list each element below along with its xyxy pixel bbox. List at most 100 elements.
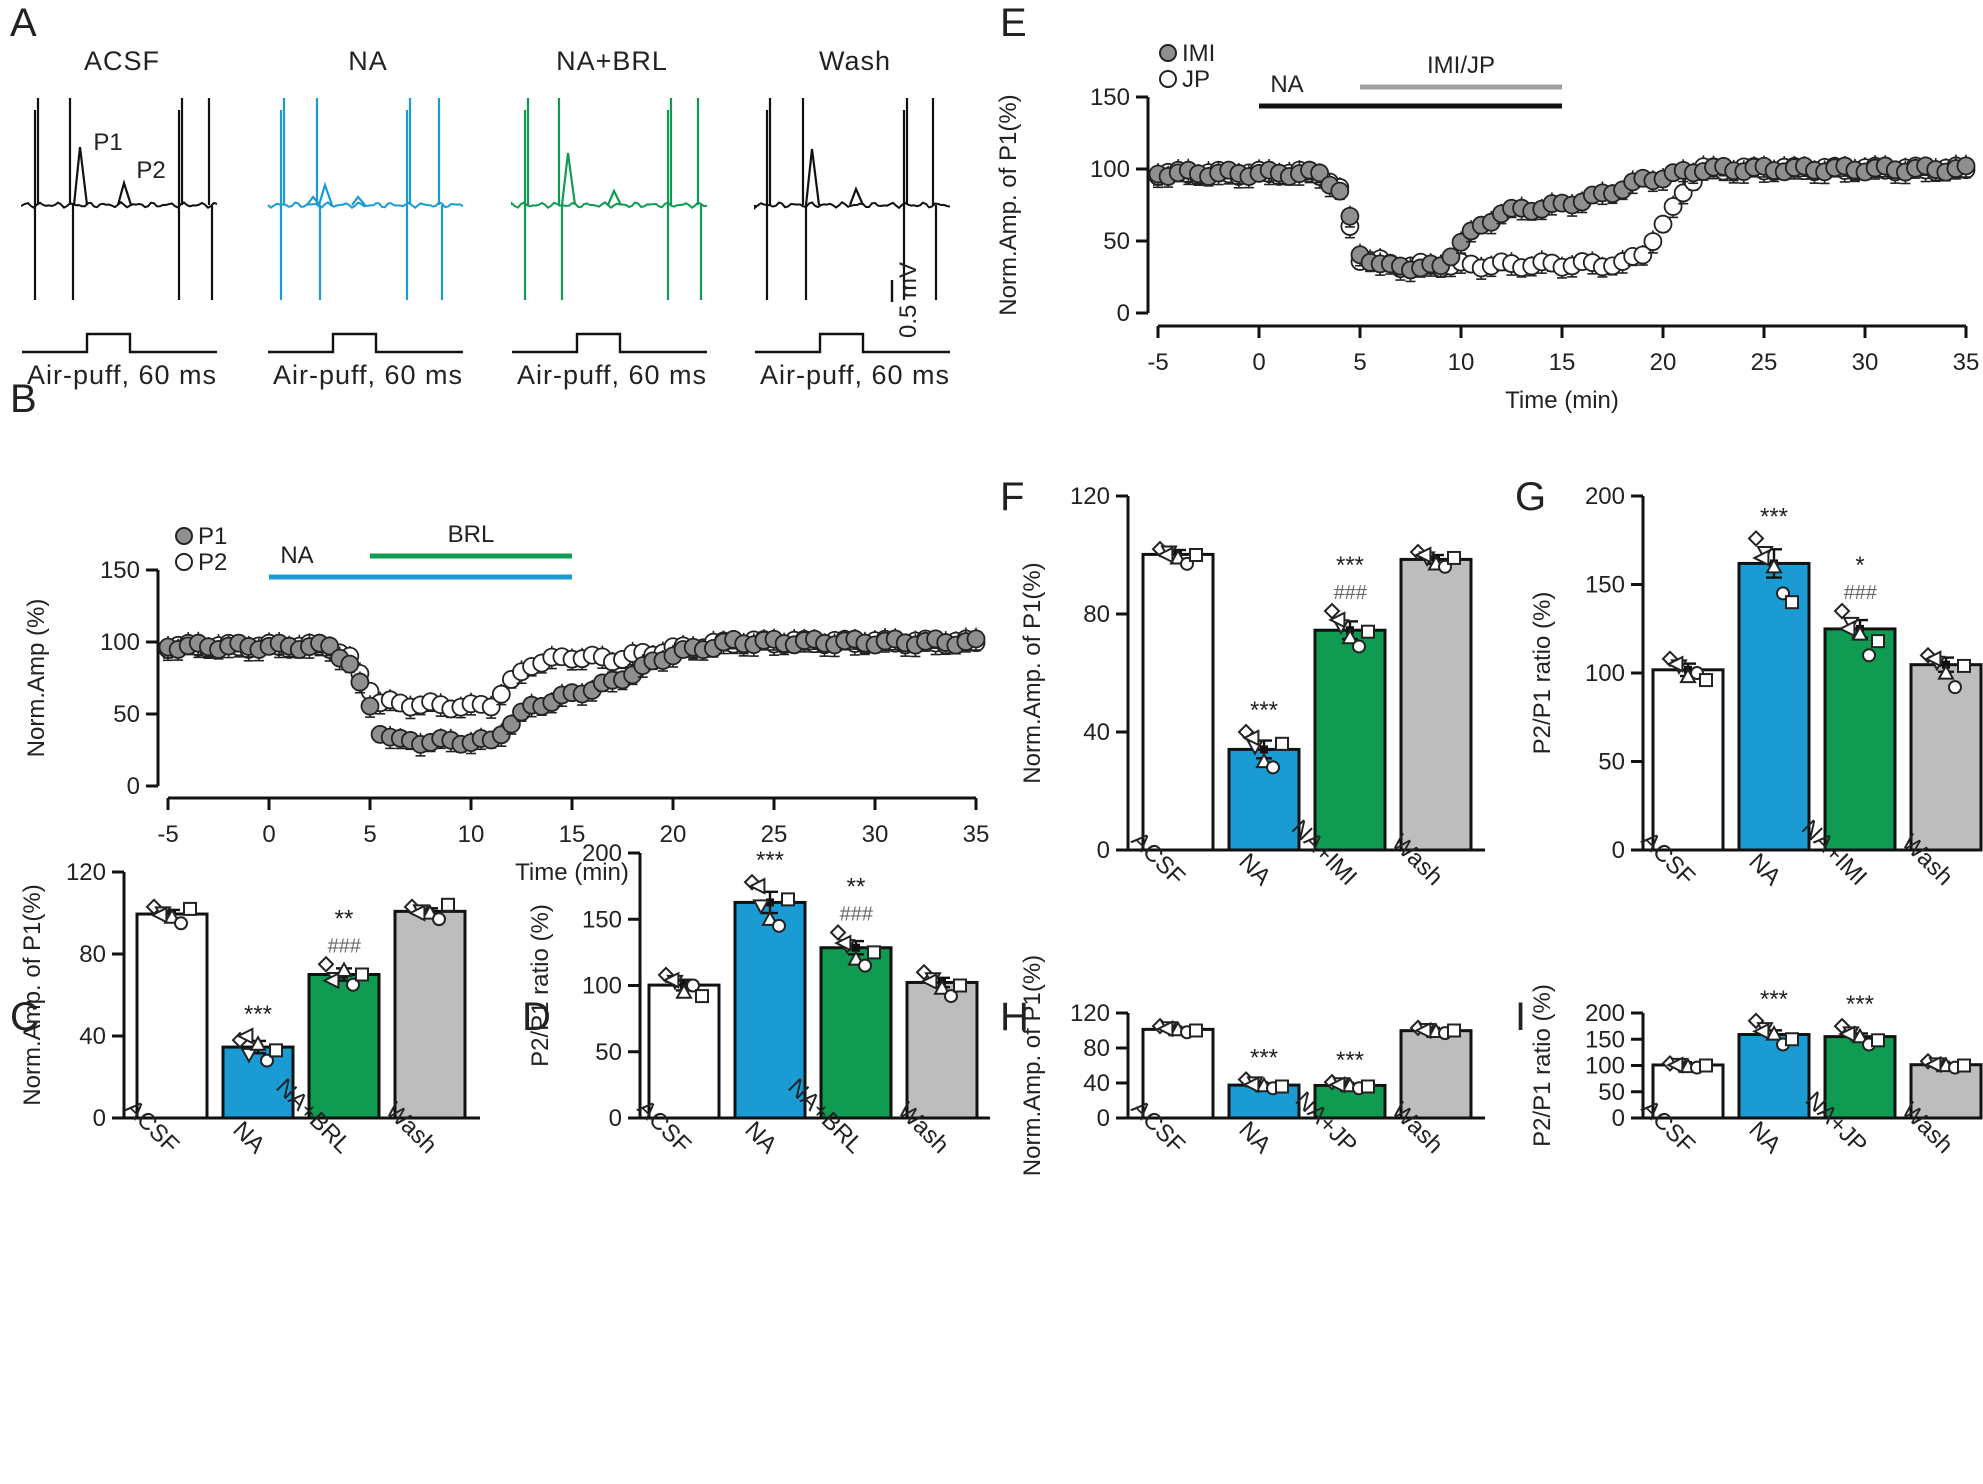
B-ytick-label: 100 — [100, 629, 140, 656]
D-datapoint-Wash — [953, 978, 967, 993]
D-datapoint-ACSF — [675, 983, 693, 999]
stim-label-3: Air-puff, 60 ms — [760, 360, 950, 390]
G-ytick-label: 150 — [1585, 572, 1625, 599]
E-point-IMI — [1340, 206, 1360, 226]
G-datapoint-NA+IMI — [1851, 625, 1869, 641]
I-stars-NA+JP: *** — [1846, 991, 1874, 1018]
H-xlabel-NA: NA — [1233, 1116, 1276, 1159]
B-drug-label-1: BRL — [448, 521, 495, 548]
E-legend-marker-0 — [1159, 44, 1177, 62]
F-ytick-label: 40 — [1083, 719, 1110, 746]
D-datapoint-NA+BRL — [858, 958, 872, 973]
H-ytick-label: 120 — [1070, 1000, 1110, 1027]
D-bar-NA+BRL — [819, 946, 893, 1120]
B-xtick-label: 0 — [262, 821, 275, 848]
panel-e-timecourse: 0 50 100 150 -5 0 5 10 15 20 25 30 35 Time (min) Norm.… — [995, 40, 1979, 414]
B-point-P1 — [966, 629, 986, 649]
panel-label-g: G — [1515, 475, 1546, 519]
B-legend-label-0: P1 — [198, 523, 227, 550]
G-datapoint-NA+IMI — [1871, 634, 1885, 649]
H-datapoint-Wash — [1447, 1023, 1461, 1038]
trace-response-1-0 — [317, 181, 334, 206]
C-datapoint-NA+BRL — [322, 972, 340, 990]
B-xlabel: Time (min) — [515, 859, 629, 886]
panel-label-b: B — [10, 377, 37, 421]
D-bar-ACSF — [647, 983, 721, 1120]
E-legend-marker-1 — [1159, 70, 1177, 88]
E-point-IMI — [1441, 247, 1461, 267]
E-xtick-label: 35 — [1953, 349, 1980, 376]
C-datapoint-NA — [260, 1053, 274, 1068]
G-datapoint-NA — [1785, 595, 1799, 610]
G-ytick-label: 0 — [1612, 837, 1625, 864]
C-bar-Wash — [393, 909, 467, 1120]
C-ytick-label: 0 — [93, 1105, 106, 1132]
scale-label: 0.5 mV — [895, 262, 922, 338]
C-datapoint-ACSF — [150, 906, 168, 924]
E-xtick-label: 20 — [1650, 349, 1677, 376]
I-datapoint-NA — [1785, 1032, 1799, 1047]
G-datapoint-NA — [1765, 557, 1783, 574]
C-datapoint-NA+BRL — [346, 977, 360, 992]
I-datapoint-NA+JP — [1871, 1033, 1885, 1048]
B-xtick-label: -5 — [157, 821, 178, 848]
H-bar-Wash — [1399, 1029, 1473, 1120]
H-datapoint-NA — [1242, 1076, 1260, 1094]
D-hashes-NA+BRL: ### — [839, 904, 873, 926]
B-point-P2 — [491, 684, 511, 704]
B-ytick-label: 50 — [113, 701, 140, 728]
stim-step-2 — [512, 332, 707, 354]
D-stars-NA: *** — [756, 847, 784, 874]
C-datapoint-ACSF — [174, 916, 188, 931]
trace-baseline-3 — [754, 201, 951, 210]
trace-response-0-0 — [72, 146, 89, 206]
F-datapoint-NA+IMI — [1361, 624, 1375, 639]
D-datapoint-ACSF — [695, 989, 709, 1004]
F-ytick-label: 120 — [1070, 483, 1110, 510]
F-datapoint-NA — [1242, 729, 1260, 747]
D-datapoint-Wash — [944, 989, 958, 1004]
G-ytick-label: 200 — [1585, 483, 1625, 510]
stim-label-1: Air-puff, 60 ms — [273, 360, 463, 390]
F-ytick-label: 80 — [1083, 601, 1110, 628]
C-datapoint-NA+BRL — [317, 955, 335, 973]
C-datapoint-Wash — [441, 897, 455, 912]
trace-baseline-1 — [267, 201, 464, 209]
I-ytick-label: 0 — [1612, 1105, 1625, 1132]
G-datapoint-Wash — [1924, 650, 1942, 668]
C-datapoint-NA+BRL — [355, 967, 369, 982]
D-mean-NA — [766, 898, 774, 907]
B-ytick-label: 0 — [127, 773, 140, 800]
G-datapoint-NA — [1752, 549, 1770, 567]
I-datapoint-NA — [1765, 1024, 1783, 1041]
C-ytick-label: 80 — [79, 941, 106, 968]
D-stars-NA+BRL: ** — [847, 874, 866, 901]
F-datapoint-NA+IMI — [1341, 628, 1359, 645]
C-datapoint-NA — [240, 1047, 258, 1064]
G-ytick-label: 50 — [1598, 749, 1625, 776]
trace-response-1-1 — [351, 195, 366, 206]
B-point-P1 — [340, 654, 360, 674]
D-ytick-label: 50 — [595, 1039, 622, 1066]
E-ytick-label: 50 — [1103, 228, 1130, 255]
F-datapoint-NA+IMI — [1328, 611, 1346, 629]
D-datapoint-NA+BRL — [834, 934, 852, 952]
p1-label: P1 — [93, 129, 122, 156]
G-datapoint-Wash — [1937, 663, 1955, 680]
stim-step-3 — [755, 332, 950, 354]
D-datapoint-NA+BRL — [867, 945, 881, 960]
B-legend-marker-1 — [175, 553, 193, 571]
G-datapoint-NA — [1747, 530, 1765, 547]
B-point-P1 — [501, 714, 521, 734]
E-xtick-label: -5 — [1147, 349, 1168, 376]
B-legend-label-1: P2 — [198, 549, 227, 576]
F-ylabel: Norm.Amp. of P1(%) — [1019, 562, 1046, 783]
I-bar-ACSF — [1651, 1063, 1725, 1120]
C-datapoint-NA+BRL — [335, 961, 353, 977]
H-datapoint-NA+JP — [1361, 1079, 1375, 1094]
I-stars-NA: *** — [1760, 986, 1788, 1013]
E-drug-label-1: IMI/JP — [1427, 52, 1495, 79]
